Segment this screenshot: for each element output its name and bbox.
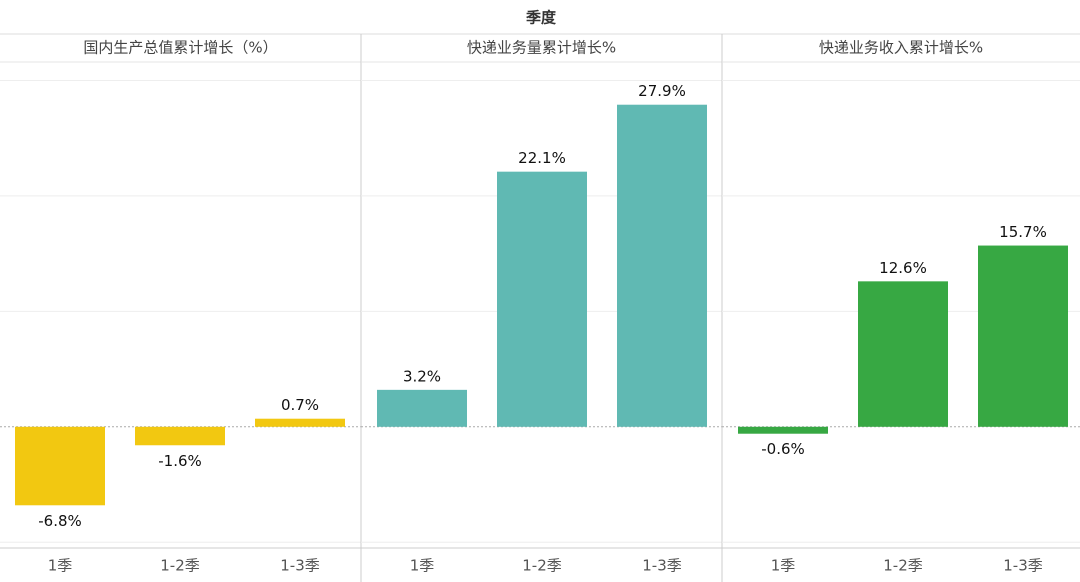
value-label: -0.6% [761,440,805,458]
bar [255,418,345,427]
bar [15,426,105,506]
bar [377,389,467,427]
value-label: -6.8% [38,512,82,530]
panel-title: 快递业务量累计增长% [467,39,616,57]
value-label: 0.7% [281,396,319,414]
panel-title: 国内生产总值累计增长（%） [83,39,277,57]
x-tick-label: 1季 [771,557,796,575]
bar [738,426,828,434]
bar [978,245,1068,427]
value-label: 12.6% [879,259,927,277]
value-label: 15.7% [999,223,1047,241]
header: 季度 [526,9,557,27]
value-label: -1.6% [158,452,202,470]
x-tick-label: 1-2季 [522,557,562,575]
value-label: 27.9% [638,82,686,100]
bar [617,104,707,427]
value-label: 22.1% [518,149,566,167]
x-tick-label: 1-3季 [1003,557,1043,575]
x-tick-label: 1-2季 [883,557,923,575]
value-label: 3.2% [403,367,441,385]
x-tick-label: 1-3季 [642,557,682,575]
bar [497,171,587,427]
bar [858,281,948,427]
x-tick-label: 1季 [410,557,435,575]
panel-title: 快递业务收入累计增长% [819,39,983,57]
x-tick-label: 1-2季 [160,557,200,575]
x-tick-label: 1-3季 [280,557,320,575]
x-tick-label: 1季 [48,557,73,575]
bar [135,426,225,446]
